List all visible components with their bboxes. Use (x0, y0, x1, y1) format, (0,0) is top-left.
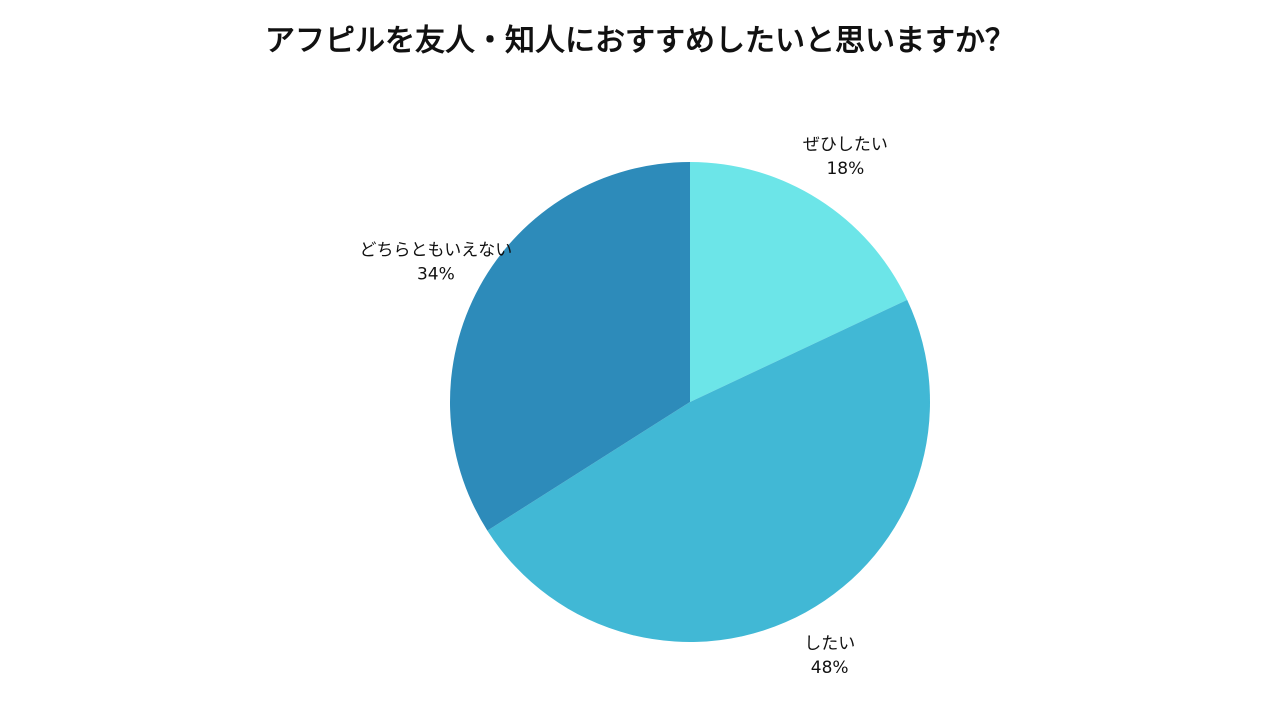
slice-label: どちらともいえない (360, 240, 513, 260)
chart-title: アフピルを友人・知人におすすめしたいと思いますか？ (265, 24, 1015, 59)
slice-label: したい (804, 634, 855, 654)
slice-value-label: 34% (417, 264, 455, 284)
slice-label: ぜひしたい (803, 135, 888, 155)
pie-slice (487, 299, 931, 643)
pie-slice (449, 162, 690, 531)
slice-value-label: 48% (811, 658, 849, 678)
slice-value-label: 18% (826, 159, 864, 179)
pie-slice (690, 162, 908, 402)
